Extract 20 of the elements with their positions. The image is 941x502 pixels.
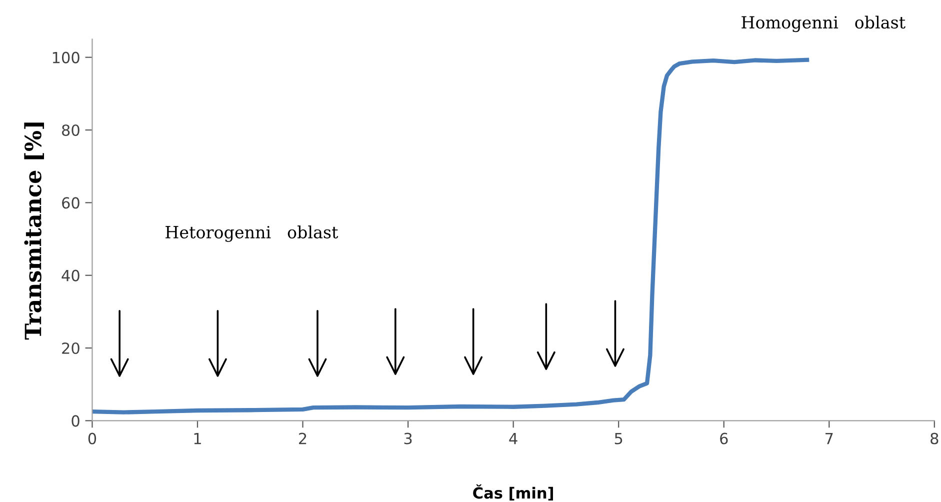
y-tick-label: 0 xyxy=(72,415,80,427)
x-axis-title: Čas [min] xyxy=(473,484,553,501)
text: Homogenni oblast xyxy=(742,16,906,32)
y-tick-label: 20 xyxy=(62,342,80,354)
x-tick-label: 8 xyxy=(930,432,938,444)
annotation: Hetorogenni oblast xyxy=(166,226,338,242)
x-tick-label: 5 xyxy=(614,432,622,444)
x-tick-label: 4 xyxy=(509,432,518,444)
y-axis-title: Transmitance [%] xyxy=(24,122,44,340)
x-tick-label: 6 xyxy=(720,432,728,444)
y-tick-label: 100 xyxy=(52,52,80,64)
x-tick-label: 1 xyxy=(194,432,201,444)
x-tick-label: 2 xyxy=(299,432,306,444)
x-tick-label: 0 xyxy=(88,432,96,444)
y-tick-label: 60 xyxy=(62,197,80,209)
line-series xyxy=(92,58,810,414)
y-tick-label: 40 xyxy=(62,270,80,282)
y-tick-label: 80 xyxy=(62,124,80,136)
x-tick-label: 3 xyxy=(404,432,412,444)
x-tick-label: 7 xyxy=(826,432,833,444)
